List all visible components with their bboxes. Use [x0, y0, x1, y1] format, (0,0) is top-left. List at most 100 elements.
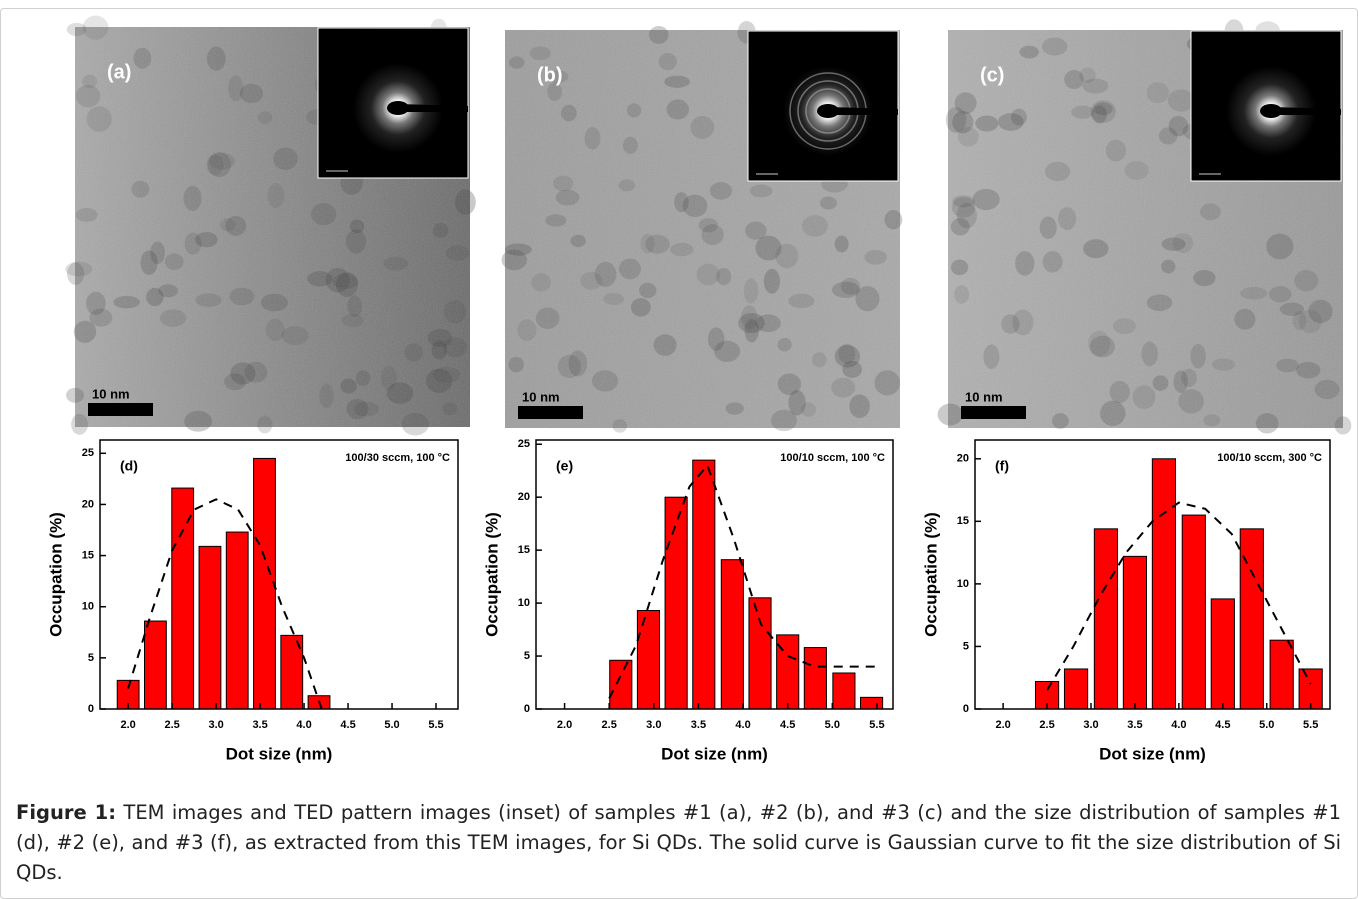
histogram: 0 5 10 15 20 2.0 2.5 3.0 3.5 4.0 4.5 5.0 5.5 (f) 100/1… [921, 439, 1331, 763]
y-tick-label: 20 [957, 453, 969, 465]
fit-curve [608, 463, 877, 699]
x-tick-label: 3.0 [1083, 719, 1098, 731]
x-tick-label: 3.5 [691, 719, 706, 731]
x-tick-label: 3.5 [1127, 719, 1142, 731]
scale-bar [518, 406, 583, 419]
bar [1063, 668, 1089, 710]
y-tick-label: 15 [518, 544, 530, 556]
bar [664, 496, 688, 710]
y-tick-label: 25 [82, 447, 94, 459]
x-tick-label: 2.5 [164, 719, 179, 731]
bar [1151, 458, 1177, 710]
image-label: (b) [537, 64, 563, 86]
x-tick-label: 5.5 [428, 719, 443, 731]
figure: (a) 10 nm (b) 10 nm (c) 10 nm 0 5 10 15 20 25 2.0 2.… [46, 15, 1352, 763]
panel-label: (e) [556, 458, 573, 474]
y-tick-label: 5 [524, 650, 530, 662]
x-axis-label: Dot size (nm) [661, 744, 768, 763]
x-tick-label: 5.0 [1259, 719, 1274, 731]
bar [198, 545, 222, 710]
y-tick-label: 25 [518, 438, 530, 450]
bar [1269, 639, 1294, 710]
x-tick-label: 3.0 [208, 719, 223, 731]
y-tick-label: 10 [957, 578, 969, 590]
beam-stop-arm [1271, 107, 1341, 115]
panel-label: (d) [120, 458, 138, 474]
y-tick-label: 15 [82, 549, 94, 561]
x-tick-label: 4.0 [296, 719, 311, 731]
bar [1210, 598, 1235, 710]
x-tick-label: 4.5 [1215, 719, 1230, 731]
y-tick-label: 5 [963, 640, 969, 652]
x-tick-label: 2.5 [1039, 719, 1054, 731]
x-tick-label: 2.0 [995, 719, 1010, 731]
beam-stop-arm [828, 107, 898, 115]
x-tick-label: 3.5 [252, 719, 267, 731]
y-axis-label: Occupation (%) [482, 512, 501, 637]
y-tick-label: 10 [82, 601, 94, 613]
y-tick-label: 15 [957, 515, 969, 527]
caption-text: TEM images and TED pattern images (inset… [16, 801, 1342, 884]
bar [144, 620, 167, 710]
x-tick-label: 5.5 [869, 719, 884, 731]
x-tick-label: 5.0 [384, 719, 399, 731]
bar [692, 459, 716, 710]
y-tick-label: 0 [88, 703, 94, 715]
y-tick-label: 20 [518, 491, 530, 503]
y-tick-label: 0 [963, 703, 969, 715]
x-tick-label: 4.5 [340, 719, 355, 731]
histogram: 0 5 10 15 20 25 2.0 2.5 3.0 3.5 4.0 4.5 5.0 5.5 (e) 100… [482, 438, 894, 763]
tem-image: (b) 10 nm [501, 20, 903, 433]
y-tick-label: 0 [524, 703, 530, 715]
fit-curve [127, 498, 323, 710]
caption: Figure 1: TEM images and TED pattern ima… [16, 798, 1341, 888]
bar [1298, 668, 1323, 710]
bar [1122, 555, 1148, 710]
beam-stop-arm [398, 104, 468, 112]
scale-bar [88, 403, 153, 416]
y-tick-label: 5 [88, 652, 94, 664]
x-tick-label: 4.5 [780, 719, 795, 731]
scale-bar-label: 10 nm [522, 389, 560, 404]
annotation: 100/30 sccm, 100 °C [345, 452, 450, 464]
y-axis-label: Occupation (%) [46, 512, 65, 637]
caption-label: Figure 1: [16, 801, 117, 824]
bar [171, 487, 195, 710]
image-label: (a) [107, 61, 131, 83]
bar [609, 659, 633, 710]
tem-images: (a) 10 nm (b) 10 nm (c) 10 nm [65, 15, 1352, 436]
histogram: 0 5 10 15 20 25 2.0 2.5 3.0 3.5 4.0 4.5 5.0 5.5 (d) 100… [46, 439, 459, 763]
x-tick-label: 2.0 [120, 719, 135, 731]
bar [1181, 514, 1206, 710]
panel-label: (f) [995, 458, 1009, 474]
image-label: (c) [980, 64, 1004, 86]
tem-image: (a) 10 nm [65, 15, 476, 436]
bar [1093, 528, 1119, 710]
tem-image: (c) 10 nm [937, 19, 1352, 435]
scale-bar-label: 10 nm [965, 389, 1003, 404]
bar [225, 531, 249, 710]
x-axis-label: Dot size (nm) [1099, 744, 1206, 763]
bar [636, 610, 661, 710]
y-tick-label: 10 [518, 597, 530, 609]
bar [832, 672, 856, 710]
x-tick-label: 3.0 [646, 719, 661, 731]
x-tick-label: 4.0 [1171, 719, 1186, 731]
plot-frame [99, 439, 459, 710]
x-axis-label: Dot size (nm) [226, 744, 333, 763]
x-tick-label: 4.0 [735, 719, 750, 731]
plot-frame [535, 439, 894, 710]
bar [720, 559, 744, 710]
plot-frame [974, 439, 1331, 710]
y-tick-label: 20 [82, 498, 94, 510]
y-axis-label: Occupation (%) [921, 512, 940, 637]
x-tick-label: 5.0 [825, 719, 840, 731]
fit-curve [1046, 501, 1312, 691]
annotation: 100/10 sccm, 300 °C [1217, 452, 1322, 464]
x-tick-label: 2.5 [602, 719, 617, 731]
x-tick-label: 5.5 [1303, 719, 1318, 731]
x-tick-label: 2.0 [557, 719, 572, 731]
bar [860, 696, 884, 710]
